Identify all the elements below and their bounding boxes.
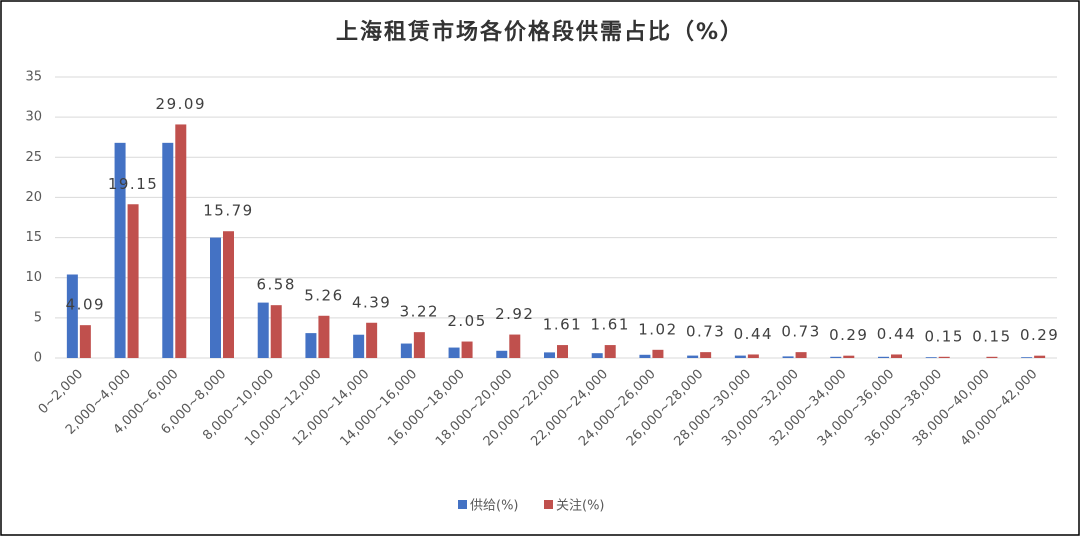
value-label: 0.29 (1020, 326, 1059, 344)
bar (986, 356, 998, 358)
value-label: 15.79 (203, 202, 253, 220)
y-tick-label: 35 (25, 70, 42, 85)
bar (687, 355, 699, 358)
bar (925, 357, 937, 358)
value-label: 0.44 (877, 325, 916, 343)
bar (210, 237, 221, 358)
bar (591, 353, 603, 358)
bar (843, 355, 855, 358)
chart-title: 上海租赁市场各价格段供需占比（%） (336, 19, 744, 45)
bar (175, 124, 187, 359)
value-label: 5.26 (304, 286, 343, 304)
legend-swatch (458, 500, 467, 509)
value-label: 4.39 (352, 293, 391, 311)
value-label: 0.15 (972, 327, 1011, 345)
value-label: 6.58 (257, 276, 296, 294)
bar (461, 341, 473, 358)
bar (700, 352, 712, 358)
value-label: 0.73 (781, 323, 820, 341)
bar (413, 332, 425, 358)
bar (747, 354, 759, 358)
bar (114, 142, 126, 358)
value-label: 2.92 (495, 305, 534, 323)
bar (830, 356, 842, 358)
bar (270, 305, 282, 358)
bar (162, 142, 174, 358)
bar (366, 322, 378, 358)
value-label: 2.05 (447, 312, 486, 330)
value-label: 19.15 (108, 175, 158, 193)
y-tick-label: 0 (34, 351, 42, 366)
value-label: 1.02 (638, 320, 677, 338)
bar (305, 333, 317, 358)
bar (1034, 355, 1046, 358)
value-label: 29.09 (156, 95, 206, 113)
bar (557, 345, 568, 358)
value-label: 3.22 (400, 303, 439, 321)
bar (509, 334, 521, 358)
bar (127, 204, 139, 358)
value-label: 4.09 (66, 296, 105, 314)
y-tick-label: 10 (25, 270, 42, 285)
bar (604, 345, 616, 358)
legend-label: 关注(%) (556, 499, 605, 514)
bar (1021, 357, 1033, 358)
y-tick-label: 5 (34, 310, 42, 325)
bar (400, 343, 412, 358)
y-tick-label: 25 (25, 150, 42, 165)
value-label: 1.61 (591, 316, 630, 334)
bar (66, 274, 78, 358)
bar (878, 356, 889, 358)
bar (448, 347, 460, 358)
bar (639, 354, 651, 358)
bar (353, 334, 365, 358)
y-tick-label: 20 (25, 190, 42, 205)
bar (938, 356, 950, 358)
bar (544, 352, 555, 358)
legend-label: 供给(%) (470, 499, 519, 514)
value-label: 0.73 (686, 323, 725, 341)
value-label: 1.61 (543, 316, 582, 334)
bar (318, 315, 330, 358)
bar (782, 356, 794, 358)
bar (734, 355, 746, 358)
bar (223, 231, 234, 358)
legend-swatch (544, 500, 553, 509)
bar (795, 352, 807, 358)
bar (79, 325, 91, 358)
bar (891, 354, 902, 358)
value-label: 0.44 (734, 325, 773, 343)
bar (257, 302, 269, 358)
bar (496, 350, 508, 358)
value-label: 0.15 (925, 327, 964, 345)
bar (652, 349, 664, 358)
y-tick-label: 15 (25, 230, 42, 245)
value-label: 0.29 (829, 326, 868, 344)
y-tick-label: 30 (25, 110, 42, 125)
